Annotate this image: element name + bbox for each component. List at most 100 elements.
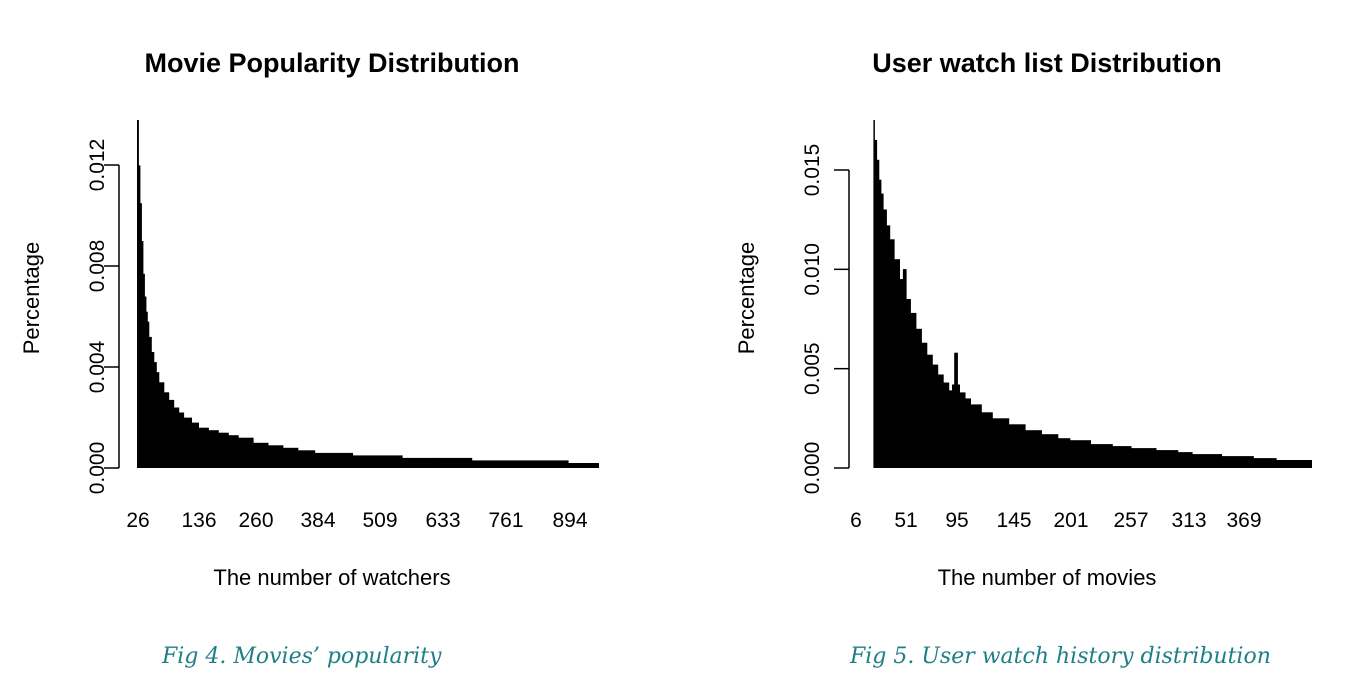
bar bbox=[874, 139, 878, 468]
bar bbox=[238, 437, 254, 468]
bar bbox=[352, 455, 378, 468]
bar bbox=[1008, 424, 1026, 468]
bar bbox=[878, 179, 882, 468]
bar bbox=[147, 321, 150, 468]
bar bbox=[1156, 450, 1179, 468]
figure-caption: Fig 4. Movies’ popularity bbox=[162, 644, 442, 669]
y-tick-label: 0.015 bbox=[801, 144, 824, 197]
bar bbox=[208, 430, 219, 468]
bar bbox=[981, 412, 993, 468]
chart-title: Movie Popularity Distribution bbox=[144, 48, 519, 78]
bar bbox=[502, 460, 537, 468]
x-tick-label: 260 bbox=[238, 509, 273, 532]
bar bbox=[970, 404, 982, 468]
bar bbox=[173, 407, 180, 468]
y-tick-label: 0.004 bbox=[86, 340, 109, 393]
bar bbox=[1276, 460, 1310, 468]
bar bbox=[145, 311, 148, 468]
bar bbox=[932, 364, 939, 468]
bar bbox=[596, 463, 599, 468]
x-tick-label: 145 bbox=[996, 509, 1031, 532]
bar bbox=[1025, 430, 1042, 468]
bar bbox=[163, 392, 170, 468]
x-tick-label: 384 bbox=[300, 509, 335, 532]
bar bbox=[228, 435, 239, 468]
bar bbox=[1057, 438, 1071, 468]
bar bbox=[926, 354, 933, 468]
bar bbox=[952, 384, 955, 468]
y-tick-label: 0.010 bbox=[801, 243, 824, 296]
bar bbox=[314, 452, 334, 468]
bar bbox=[158, 382, 165, 468]
movie-popularity-panel: Movie Popularity Distribution Percentage… bbox=[0, 0, 640, 694]
bar bbox=[889, 239, 895, 468]
bar bbox=[894, 259, 900, 468]
user-watch-list-panel: User watch list Distribution Percentage … bbox=[700, 0, 1351, 694]
x-tick-label: 6 bbox=[850, 509, 862, 532]
bar bbox=[1069, 440, 1091, 468]
bar bbox=[297, 450, 316, 468]
bar bbox=[899, 279, 904, 468]
bar bbox=[143, 273, 145, 468]
bar bbox=[376, 455, 403, 468]
x-tick-label: 369 bbox=[1226, 509, 1261, 532]
bar bbox=[881, 193, 884, 468]
bar bbox=[886, 225, 891, 468]
bar bbox=[906, 299, 911, 468]
chart-title: User watch list Distribution bbox=[872, 48, 1222, 78]
bar bbox=[137, 120, 139, 468]
x-tick-label: 95 bbox=[945, 509, 968, 532]
bar bbox=[957, 384, 960, 468]
bar bbox=[283, 447, 299, 468]
bar bbox=[902, 269, 907, 468]
bar bbox=[883, 209, 887, 468]
bar bbox=[402, 457, 439, 468]
x-tick-label: 894 bbox=[552, 509, 587, 532]
bar bbox=[332, 452, 353, 468]
bar bbox=[568, 463, 597, 468]
bar bbox=[1131, 448, 1157, 468]
bar bbox=[168, 399, 175, 468]
bar bbox=[1253, 458, 1277, 468]
bar bbox=[965, 398, 971, 468]
y-tick-label: 0.012 bbox=[86, 139, 109, 192]
bar bbox=[138, 165, 141, 468]
bar bbox=[954, 352, 958, 468]
bar bbox=[198, 427, 209, 468]
bar bbox=[144, 296, 147, 468]
bar bbox=[1041, 434, 1059, 468]
y-tick-label: 0.000 bbox=[86, 442, 109, 495]
bar bbox=[140, 203, 142, 468]
bar bbox=[876, 159, 880, 469]
x-tick-label: 51 bbox=[894, 509, 917, 532]
y-tick-label: 0.000 bbox=[801, 442, 824, 495]
x-tick-label: 201 bbox=[1053, 509, 1088, 532]
figure-caption: Fig 5. User watch history distribution bbox=[850, 644, 1271, 669]
bar bbox=[959, 392, 966, 468]
user-watch-list-chart: User watch list Distribution Percentage … bbox=[734, 48, 1312, 590]
x-axis-label: The number of movies bbox=[938, 565, 1157, 590]
bar bbox=[191, 422, 199, 468]
bar bbox=[1090, 444, 1113, 468]
x-axis-label: The number of watchers bbox=[213, 565, 450, 590]
bar-group bbox=[873, 120, 1312, 469]
x-tick-label: 509 bbox=[362, 509, 397, 532]
bar bbox=[1178, 452, 1193, 468]
x-tick-label: 257 bbox=[1113, 509, 1148, 532]
x-tick-label: 761 bbox=[488, 509, 523, 532]
bar bbox=[183, 417, 192, 468]
bar bbox=[992, 418, 1010, 468]
bar bbox=[178, 412, 185, 468]
bar bbox=[218, 432, 229, 468]
movie-popularity-chart: Movie Popularity Distribution Percentage… bbox=[19, 48, 599, 590]
bar bbox=[1309, 460, 1312, 468]
y-axis-label: Percentage bbox=[734, 242, 759, 355]
bar bbox=[916, 328, 922, 468]
bar bbox=[536, 460, 569, 468]
bar bbox=[148, 336, 152, 468]
bar bbox=[948, 390, 953, 468]
axes-group: 0.000 0.005 0.010 0.015 6 51 95 145 201 257 313 369 bbox=[801, 144, 1262, 532]
bar bbox=[153, 362, 157, 468]
bar bbox=[268, 445, 284, 468]
bar bbox=[943, 382, 950, 468]
